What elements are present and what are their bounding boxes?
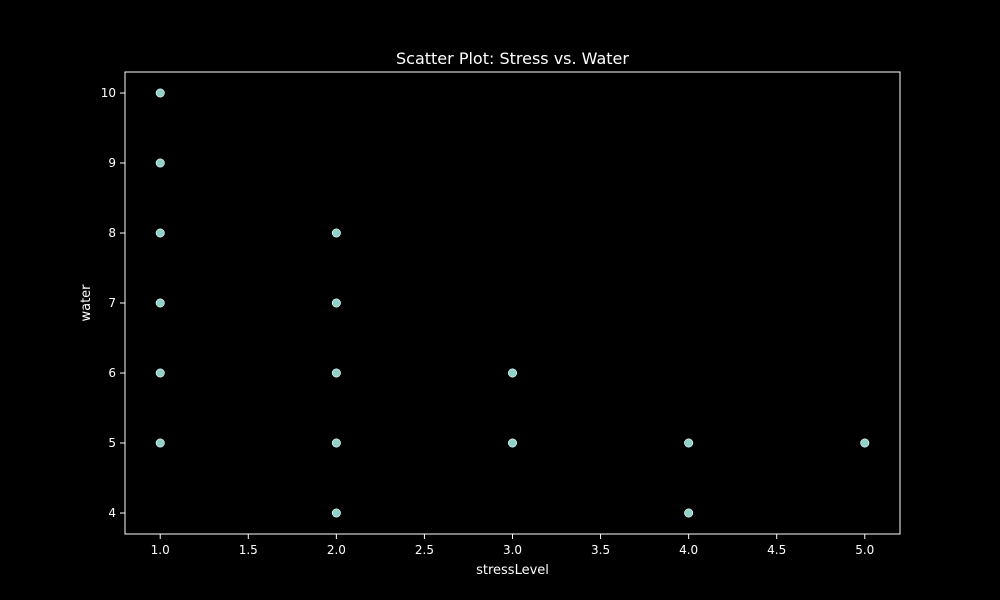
plot-frame [124,71,901,535]
data-point [860,438,870,448]
x-tick-label: 3.0 [503,543,522,557]
data-point [155,368,165,378]
y-tick-label: 7 [108,296,116,310]
x-tick-label: 1.5 [239,543,258,557]
data-point [331,368,341,378]
axis-ticks: 1.0 1.5 2.0 2.5 3.0 3.5 4.0 4.5 5.0 4 5 6 7 8 9 10 [101,86,875,557]
y-tick-label: 5 [108,436,116,450]
y-tick-label: 6 [108,366,116,380]
data-point [507,368,517,378]
x-tick-label: 4.5 [767,543,786,557]
data-point [331,438,341,448]
x-tick-label: 3.5 [591,543,610,557]
data-point [684,508,694,518]
data-point [155,228,165,238]
y-tick-label: 10 [101,86,116,100]
data-point [155,438,165,448]
x-tick-label: 2.5 [415,543,434,557]
data-point [155,158,165,168]
data-point [155,88,165,98]
data-points [155,88,870,518]
data-point [331,508,341,518]
x-tick-label: 4.0 [679,543,698,557]
data-point [155,298,165,308]
data-point [684,438,694,448]
data-point [331,228,341,238]
y-axis-label: water [79,284,94,322]
x-axis-label: stressLevel [476,563,549,578]
x-tick-label: 2.0 [327,543,346,557]
data-point [331,298,341,308]
y-tick-label: 4 [108,506,116,520]
x-tick-label: 5.0 [855,543,874,557]
y-tick-label: 8 [108,226,116,240]
data-point [507,438,517,448]
x-tick-label: 1.0 [151,543,170,557]
y-tick-label: 9 [108,156,116,170]
chart-title: Scatter Plot: Stress vs. Water [396,49,629,68]
